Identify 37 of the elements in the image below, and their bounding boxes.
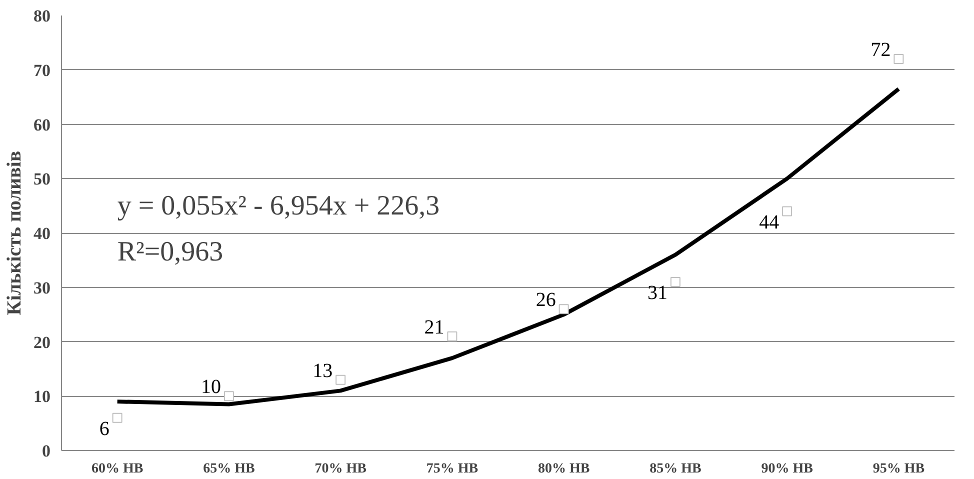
data-label: 21 <box>424 316 444 338</box>
line-series <box>115 86 901 406</box>
data-label: 44 <box>759 211 780 234</box>
x-tick-label: 80% НВ <box>538 462 590 476</box>
data-label: 26 <box>536 289 556 312</box>
y-tick-label: 10 <box>34 387 50 406</box>
point <box>447 331 458 342</box>
y-tick-label: 70 <box>34 60 50 80</box>
point <box>558 304 569 314</box>
y-tick-label: 40 <box>34 224 50 243</box>
point <box>336 374 346 385</box>
y-tick-label: 50 <box>34 170 50 189</box>
data-label: 31 <box>647 282 668 304</box>
data-label: 13 <box>312 360 333 382</box>
x-tick-label: 70% НВ <box>314 462 366 476</box>
data-label: 72 <box>870 39 891 61</box>
x-tick-label: 75% НВ <box>426 462 478 476</box>
x-tick-label: 95% НВ <box>872 462 925 476</box>
y-tick-label: 60 <box>34 115 50 134</box>
x-tick-label: 85% НВ <box>650 462 702 476</box>
y-tick-label: 20 <box>34 332 50 352</box>
y-tick-label: 30 <box>34 278 50 298</box>
x-tick-label: 65% НВ <box>203 462 255 476</box>
point <box>782 206 792 216</box>
y-axis-title: Кількість поливів <box>4 150 26 316</box>
data-label: 10 <box>200 376 221 398</box>
point <box>112 412 122 423</box>
data-label: 6 <box>99 418 110 440</box>
y-tick-label: 0 <box>42 442 50 460</box>
point <box>894 54 904 64</box>
point <box>670 276 680 287</box>
x-tick-label: 60% НВ <box>91 462 144 476</box>
annotation: R²=0,963 <box>117 236 224 268</box>
y-tick-label: 80 <box>34 6 50 26</box>
x-tick-label: 90% НВ <box>761 462 813 476</box>
annotation: y = 0,055x² - 6,954x + 226,3 <box>117 190 440 222</box>
point <box>224 391 234 402</box>
